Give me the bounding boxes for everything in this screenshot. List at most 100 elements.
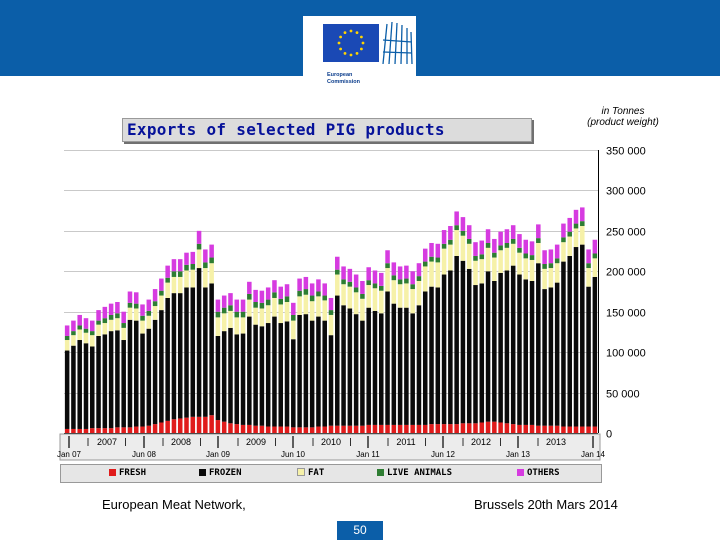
units-line2: (product weight) (587, 117, 659, 128)
bar-fresh (391, 424, 397, 433)
bar-others (77, 314, 82, 326)
bar-frozen (366, 307, 371, 425)
bar-live-animals (404, 278, 409, 284)
bar-frozen (322, 320, 327, 427)
bar-live-animals (554, 258, 560, 264)
bar-fat (586, 268, 591, 287)
bar-frozen (561, 261, 566, 427)
bar-fat (523, 258, 529, 280)
bar-fresh (253, 425, 258, 433)
bar-fat (316, 296, 321, 317)
bar-live-animals (360, 293, 365, 299)
bar-others (554, 244, 560, 259)
bar-live-animals (291, 314, 296, 321)
y-tick-label: 50 000 (606, 389, 640, 401)
bar-frozen (133, 320, 139, 427)
bar-fresh (460, 423, 466, 433)
bar-others (316, 279, 321, 292)
bar-live-animals (353, 287, 359, 293)
bar-fresh (171, 419, 177, 433)
bar-live-animals (448, 239, 453, 245)
bar-fresh (209, 415, 214, 433)
eu-stars-icon (337, 29, 365, 57)
bar-others (146, 299, 152, 311)
bar-frozen (347, 308, 353, 426)
bar-others (341, 266, 346, 280)
logo-text: European Commission (327, 72, 361, 85)
bar-fresh (240, 424, 246, 433)
bar-fresh (83, 428, 89, 433)
bar-others (303, 276, 309, 290)
bar-live-animals (510, 238, 516, 244)
bar-fat (460, 235, 466, 261)
bar-fresh (592, 426, 598, 433)
bar-others (385, 250, 390, 264)
legend-swatch-fat (297, 468, 305, 476)
bar-frozen (228, 327, 233, 424)
legend-frozen: FROZEN (199, 468, 242, 478)
bar-others (504, 229, 510, 243)
bar-others (203, 249, 208, 263)
footer-left-text: European Meat Network, (102, 497, 246, 512)
bar-fat (177, 276, 183, 294)
bar-frozen (190, 287, 196, 417)
bar-fat (498, 250, 503, 273)
bar-fresh (517, 424, 522, 433)
bar-fat (372, 288, 378, 311)
bar-frozen (240, 333, 246, 425)
bar-frozen (278, 323, 284, 427)
bar-fresh (353, 425, 359, 433)
bar-fat (335, 274, 340, 296)
bar-live-animals (435, 257, 441, 263)
bar-others (165, 265, 170, 278)
bar-fat (291, 320, 296, 340)
bar-live-animals (152, 301, 158, 307)
bar-fresh (215, 420, 221, 433)
bar-live-animals (328, 310, 334, 315)
bar-frozen (460, 260, 466, 424)
x-axis-label-box (59, 433, 601, 461)
bar-fresh (366, 424, 371, 433)
bar-fresh (479, 422, 485, 433)
bar-others (196, 230, 202, 244)
bar-fresh (291, 427, 296, 433)
bar-frozen (209, 283, 214, 416)
bar-frozen (309, 320, 315, 428)
bar-frozen (592, 276, 598, 427)
bar-fresh (360, 425, 365, 433)
bar-fresh (485, 421, 491, 433)
bar-frozen (303, 314, 309, 428)
y-tick-label: 300 000 (606, 186, 646, 198)
bar-fat (378, 290, 384, 314)
bar-fresh (422, 424, 428, 433)
bar-frozen (297, 314, 302, 428)
bar-others (253, 289, 258, 303)
bar-fat (366, 285, 371, 308)
bar-live-animals (272, 292, 277, 298)
legend-swatch-fresh (109, 469, 116, 476)
bar-live-animals (410, 284, 415, 290)
year-label: 2007 (97, 437, 117, 447)
bar-fresh (297, 427, 302, 433)
bar-frozen (441, 274, 447, 425)
bar-fresh (466, 423, 472, 433)
bar-fat (146, 315, 152, 329)
bar-others (580, 207, 585, 222)
bar-others (309, 283, 315, 296)
bar-fat (140, 320, 145, 334)
bar-frozen (259, 326, 265, 426)
bar-live-animals (523, 253, 529, 259)
bar-fat (466, 243, 472, 269)
bar-frozen (510, 265, 516, 425)
bar-fat (554, 263, 560, 283)
bar-frozen (159, 310, 164, 423)
bar-fresh (159, 422, 164, 433)
bar-fat (278, 304, 284, 324)
bar-fresh (90, 428, 95, 433)
bar-fresh (309, 427, 315, 433)
legend-swatch-others (517, 469, 524, 476)
bar-frozen (523, 279, 529, 425)
bar-fresh (341, 425, 346, 433)
bar-frozen (517, 274, 522, 425)
bar-others (542, 250, 547, 265)
